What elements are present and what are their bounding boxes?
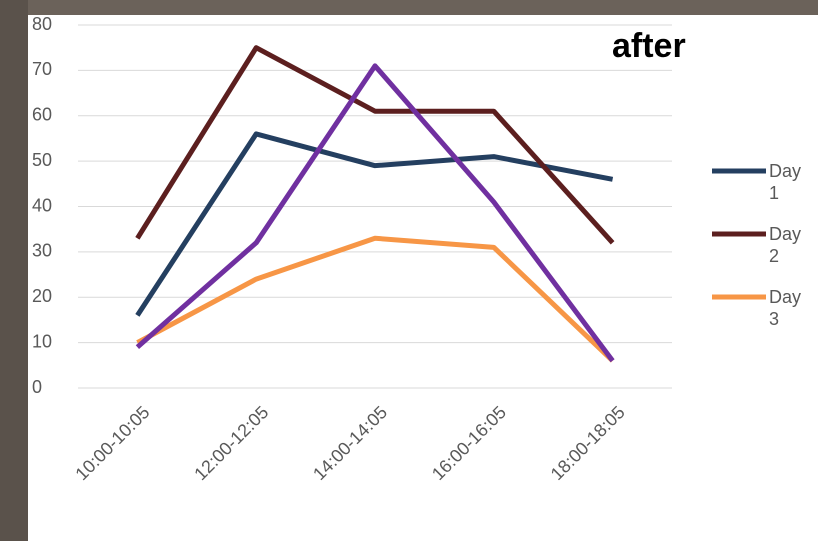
series-line — [135, 131, 614, 317]
series-line — [135, 63, 615, 363]
photo-edge — [0, 0, 28, 541]
legend-label: Day 1 — [769, 161, 802, 203]
y-tick-label: 20 — [32, 286, 52, 306]
legend-label: Day 3 — [769, 287, 802, 329]
y-tick-label: 10 — [32, 331, 52, 351]
chart-background — [28, 15, 818, 541]
series-line — [136, 235, 615, 363]
y-tick-label: 0 — [32, 377, 42, 397]
y-tick-label: 70 — [32, 59, 52, 79]
y-tick-label: 60 — [32, 105, 52, 125]
y-tick-label: 40 — [32, 195, 52, 215]
series-line — [135, 45, 615, 245]
y-tick-label: 30 — [32, 241, 52, 261]
legend-label: Day 2 — [769, 224, 802, 266]
y-tick-label: 50 — [32, 150, 52, 170]
photo-edge — [0, 0, 818, 15]
y-tick-label: 80 — [32, 14, 52, 34]
chart-title: after — [612, 27, 686, 65]
